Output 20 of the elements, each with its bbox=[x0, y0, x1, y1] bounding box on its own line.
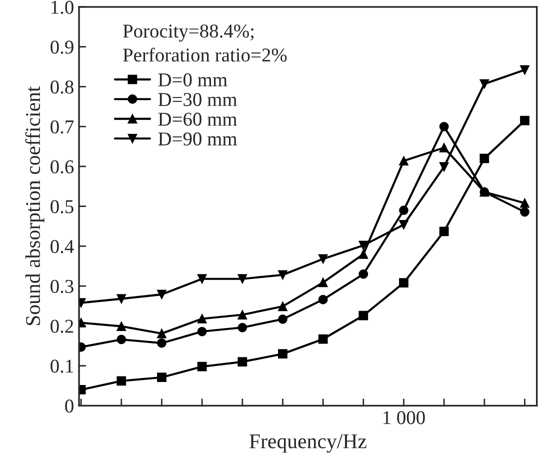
y-tick-label: 0.8 bbox=[50, 80, 74, 94]
y-tick-label: 0.3 bbox=[50, 280, 74, 294]
y-tick-label: 0.9 bbox=[50, 40, 74, 54]
x-tick-label: 1 000 bbox=[384, 411, 425, 424]
y-tick-label: 0.4 bbox=[50, 240, 74, 254]
y-tick-label: 0.6 bbox=[50, 160, 74, 174]
legend-label: D=0 mm bbox=[158, 73, 228, 86]
y-tick-label: 0 bbox=[65, 399, 74, 413]
y-tick-label: 0.2 bbox=[50, 320, 74, 333]
y-axis-title: Sound absorption coefficient bbox=[25, 86, 44, 326]
legend-label: D=90 mm bbox=[158, 132, 237, 146]
y-tick-label: 1.0 bbox=[52, 0, 74, 14]
x-axis-title: Frequency/Hz bbox=[250, 434, 366, 453]
y-tick-label: 0.1 bbox=[50, 360, 73, 373]
annotation: Porocity=88.4%; bbox=[123, 24, 254, 42]
legend-label: D=30 mm bbox=[158, 92, 237, 106]
y-tick-label: 0.7 bbox=[50, 120, 74, 134]
annotation: Perforation ratio=2% bbox=[123, 48, 287, 62]
y-tick-label: 0.5 bbox=[50, 200, 74, 214]
legend-label: D=60 mm bbox=[158, 112, 237, 126]
